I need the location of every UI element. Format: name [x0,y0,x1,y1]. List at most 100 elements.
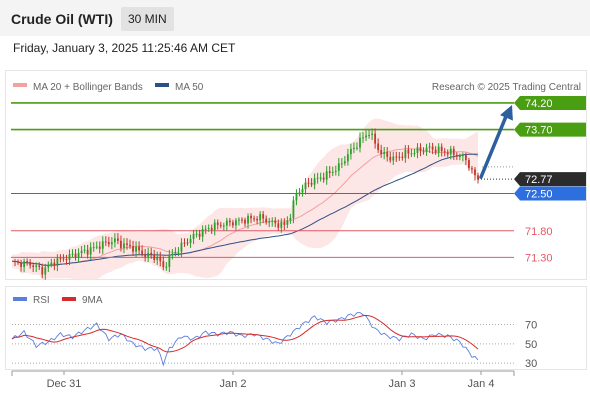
candle [38,262,41,271]
candle [141,245,144,257]
level-tag-72.77: 72.77 [514,172,586,187]
candle [247,213,249,229]
candle [159,251,162,267]
candle [386,147,389,162]
candle [147,247,150,263]
rsi-ma-line [11,314,479,353]
candle [316,172,319,184]
candle [389,151,392,163]
candle [165,261,168,271]
candle [104,236,107,246]
candle [307,177,310,188]
projection-shaft [479,112,509,179]
candle [74,249,77,261]
candle [71,249,74,258]
candle [383,147,386,160]
candle [110,236,113,250]
candle [334,165,337,176]
candle [283,218,286,230]
candle [126,238,128,250]
candle [413,148,416,157]
level-tag-74.20: 74.20 [514,95,586,110]
candle [253,215,255,222]
candle [331,166,334,177]
chart-header: Crude Oil (WTI) 30 MIN [0,0,590,36]
candle [83,244,86,254]
candle [346,148,349,166]
candle [117,233,119,245]
candle [198,229,201,240]
candle [461,152,464,162]
candle [443,147,446,157]
timestamp: Friday, January 3, 2025 11:25:46 AM CET [13,41,236,55]
ma50-legend-label: MA 50 [175,82,204,93]
candle [231,219,234,229]
timeframe-button[interactable]: 30 MIN [121,7,174,31]
level-label-74.20: 74.20 [525,98,553,110]
candle [407,145,410,159]
rsi-line [11,312,479,367]
candle [292,196,295,224]
candle [135,241,137,258]
rsi-tick-50: 50 [525,339,537,351]
candle [471,165,473,174]
candle [259,211,262,226]
projection-arrow [479,104,513,179]
source-credit: Research © 2025 Trading Central [432,82,581,93]
level-labels: 74.20 73.70 72.77 72.50 71.80 71.30 [514,95,586,264]
candle [301,184,304,197]
candle [356,142,358,151]
candle [207,224,210,232]
candle [238,217,240,226]
candle [35,262,38,272]
rsi-panel-frame [5,286,587,370]
candle [262,210,265,224]
candle [350,143,352,160]
candle [62,254,65,262]
candle [241,217,243,224]
candle [95,241,98,250]
candle [120,235,122,252]
candle [92,242,95,252]
legend: MA 20 + Bollinger Bands MA 50 Research ©… [13,82,581,93]
candle [222,222,225,231]
candle [59,254,62,263]
candle [210,224,213,234]
main-chart-frame [5,70,587,280]
candle [401,152,404,161]
candle [271,217,274,227]
candle [235,217,237,231]
candle [171,249,174,260]
candle [138,241,140,255]
rsi-ma-legend-swatch [62,297,76,301]
candle [213,219,216,236]
candle [113,233,116,248]
candle [265,215,268,225]
candle [455,152,458,160]
candle [144,248,147,262]
candle [340,158,343,169]
candle [41,263,44,279]
candle [286,216,289,229]
candle [44,263,47,280]
candle [277,219,280,231]
candle [14,258,16,267]
candle [446,149,449,158]
candle [313,173,316,190]
candle [80,246,83,258]
candle [304,178,307,195]
candle [29,259,32,269]
candle [216,219,219,230]
rsi-grid: 70 50 30 [12,320,537,370]
x-tick-label: Jan 4 [468,378,495,390]
candle [86,244,89,259]
candle [452,146,455,160]
candle [368,129,370,139]
candle [89,242,92,260]
rsi-tick-70: 70 [525,320,537,332]
candle [371,128,373,141]
level-tag-72.50: 72.50 [514,186,586,201]
candle [195,229,198,238]
candle [268,217,271,228]
candle [32,262,35,273]
